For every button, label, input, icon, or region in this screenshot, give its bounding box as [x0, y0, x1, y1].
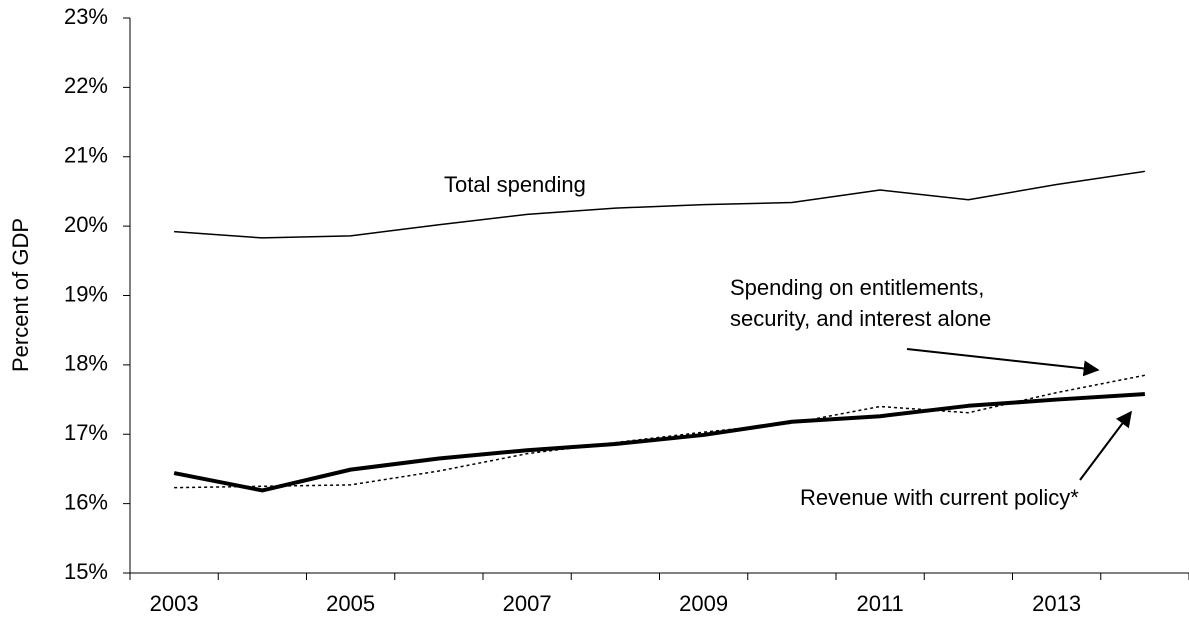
- x-tick-label: 2013: [1032, 591, 1081, 616]
- line: [174, 170, 1145, 239]
- x-tick-label: 2005: [326, 591, 375, 616]
- line: [174, 374, 1146, 489]
- y-tick-label: 22%: [64, 73, 108, 98]
- y-tick-label: 23%: [64, 4, 108, 29]
- arrow: [1079, 410, 1132, 481]
- series-label: Spending on entitlements, security, and …: [730, 275, 992, 331]
- y-tick-label: 18%: [64, 351, 108, 376]
- y-tick-label: 20%: [64, 212, 108, 237]
- x-tick-label: 2009: [679, 591, 728, 616]
- y-tick-label: 16%: [64, 489, 108, 514]
- series-label: Total spending: [444, 172, 586, 197]
- y-tick-label: 19%: [64, 281, 108, 306]
- x-tick-label: 2011: [856, 591, 903, 616]
- series-label: Revenue with current policy*: [800, 485, 1079, 510]
- x-tick-label: 2003: [150, 591, 199, 616]
- y-tick-label: 17%: [64, 420, 108, 445]
- y-axis-label: Percent of GDP: [8, 218, 33, 372]
- line: [173, 392, 1146, 493]
- arrow: [906, 348, 1100, 377]
- y-tick-label: 21%: [64, 143, 108, 168]
- y-tick-label: 15%: [64, 559, 108, 584]
- x-tick-label: 2007: [503, 591, 552, 616]
